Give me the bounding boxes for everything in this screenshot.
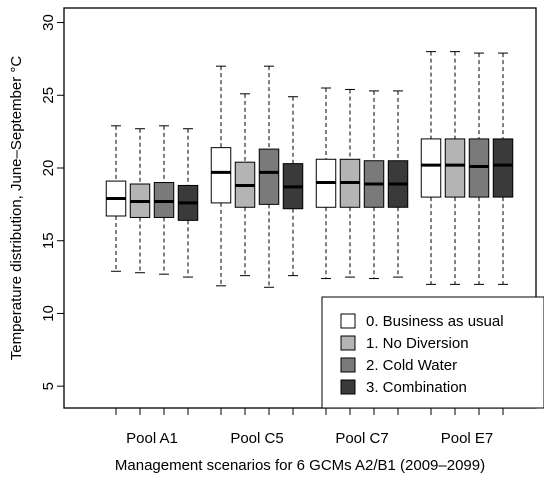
box-4-2: [444, 51, 466, 285]
x-tick-label: Pool C7: [335, 430, 388, 447]
box-4-3: [468, 52, 490, 285]
box-1-4: [177, 128, 199, 278]
box-3-3: [363, 90, 385, 280]
x-tick-label: Pool A1: [126, 430, 178, 447]
legend-label: 1. No Diversion: [366, 335, 469, 352]
y-tick-label: 25: [40, 87, 57, 104]
plot-frame: [63, 7, 537, 409]
box-3-1: [315, 87, 337, 280]
iqr-box: [444, 138, 466, 198]
y-tick-label: 30: [40, 14, 57, 31]
iqr-box: [258, 148, 280, 205]
box-2-4: [282, 96, 304, 277]
legend-swatch: [340, 379, 356, 395]
box-2-1: [210, 65, 232, 287]
y-axis-label: Temperature distribution, June–September…: [8, 56, 25, 361]
legend-swatch: [340, 357, 356, 373]
legend-label: 3. Combination: [366, 379, 467, 396]
box-2-3: [258, 65, 280, 288]
iqr-box: [210, 147, 232, 204]
box-1-1: [105, 125, 127, 272]
box-3-4: [387, 90, 409, 278]
legend: 0. Business as usual 1. No Diversion 2. Co…: [321, 296, 544, 409]
box-2-2: [234, 93, 256, 277]
x-axis: Pool A1 Pool C5 Pool C7 Pool E7: [115, 408, 504, 447]
box-3-2: [339, 88, 361, 278]
legend-swatch: [340, 313, 356, 329]
iqr-box: [420, 138, 442, 198]
y-axis: 5 10 15 20 25 30: [40, 14, 64, 390]
y-tick-label: 5: [40, 382, 57, 390]
box-groups: [105, 51, 514, 288]
legend-swatch: [340, 335, 356, 351]
y-tick-label: 20: [40, 160, 57, 177]
x-axis-label: Management scenarios for 6 GCMs A2/B1 (2…: [115, 457, 485, 474]
legend-label: 2. Cold Water: [366, 357, 457, 374]
box-4-4: [492, 52, 514, 285]
box-1-2: [129, 128, 151, 274]
y-tick-label: 10: [40, 305, 57, 322]
y-tick-label: 15: [40, 232, 57, 249]
box-4-1: [420, 51, 442, 285]
iqr-box: [492, 138, 514, 198]
x-tick-label: Pool C5: [230, 430, 283, 447]
box-1-3: [153, 125, 175, 275]
x-tick-label: Pool E7: [441, 430, 494, 447]
legend-frame: [321, 296, 544, 409]
legend-label: 0. Business as usual: [366, 313, 504, 330]
